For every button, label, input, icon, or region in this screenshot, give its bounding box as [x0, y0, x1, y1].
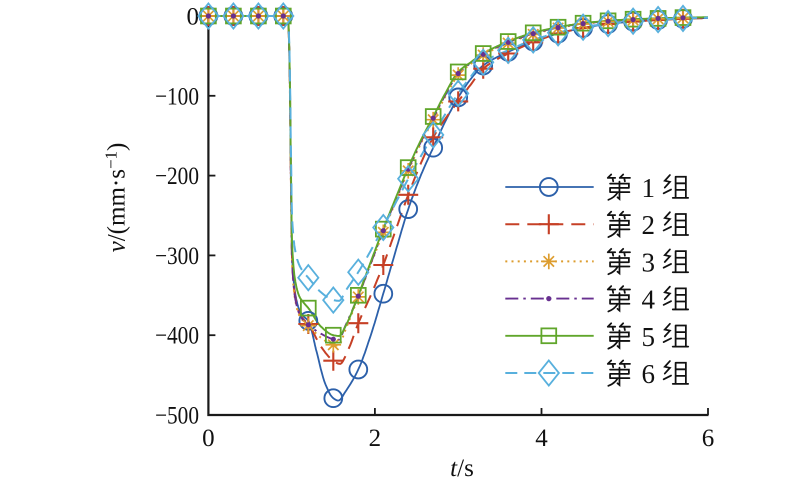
svg-text:4: 4 [535, 425, 548, 452]
svg-text:3: 3 [642, 247, 656, 277]
svg-text:6: 6 [702, 425, 715, 452]
svg-text:−400: −400 [155, 323, 199, 350]
svg-text:t/s: t/s [450, 455, 474, 482]
svg-text:0: 0 [187, 4, 200, 31]
svg-text:−100: −100 [155, 83, 199, 110]
svg-text:−200: −200 [155, 163, 199, 190]
svg-text:2: 2 [642, 210, 656, 240]
svg-text:0: 0 [202, 425, 215, 452]
svg-text:6: 6 [642, 359, 656, 389]
svg-text:v/(mm·s−1): v/(mm·s−1) [102, 143, 131, 253]
svg-text:−500: −500 [155, 403, 199, 430]
svg-text:5: 5 [642, 322, 656, 352]
svg-text:1: 1 [642, 173, 656, 203]
svg-text:2: 2 [369, 425, 382, 452]
svg-text:−300: −300 [155, 243, 199, 270]
svg-text:4: 4 [642, 285, 656, 315]
